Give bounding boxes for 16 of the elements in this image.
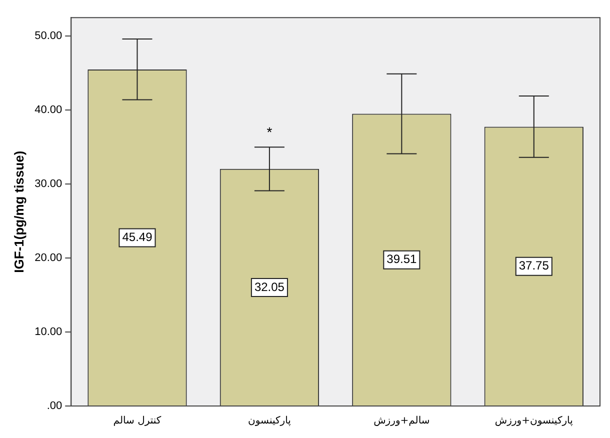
y-tick-label: 30.00 — [34, 178, 62, 190]
y-axis-title: IGF-1(pg/mg tissue) — [11, 150, 26, 273]
y-tick-label: .00 — [46, 400, 62, 412]
y-tick-label: 50.00 — [34, 30, 62, 42]
x-tick-label: پارکینسون+ورزش — [494, 416, 574, 427]
y-tick-label: 10.00 — [34, 326, 62, 338]
data-label: 37.75 — [518, 258, 550, 273]
data-label: 39.51 — [386, 252, 418, 266]
data-label: 32.05 — [254, 280, 285, 294]
y-tick-label: 20.00 — [34, 252, 62, 264]
x-tick-label: کنترل سالم — [113, 416, 162, 427]
x-tick-label: سالم+ورزش — [374, 416, 430, 427]
x-tick-label: پارکینسون — [248, 416, 292, 427]
annotation: * — [266, 124, 273, 140]
y-tick-label: 40.00 — [34, 104, 62, 116]
data-label: 45.49 — [122, 230, 153, 244]
